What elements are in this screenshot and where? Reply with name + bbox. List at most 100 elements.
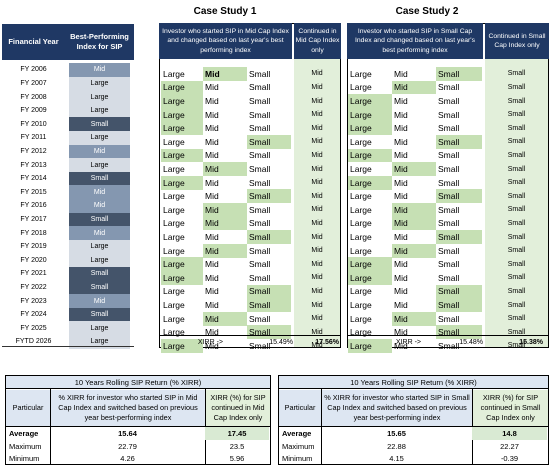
summary-1-header-main: % XIRR for investor who started SIP in M…	[51, 390, 205, 426]
case-continued-row: Small	[485, 339, 548, 353]
case-cell-small: Small	[436, 135, 482, 149]
case-continued-value: Small	[507, 138, 526, 146]
case-cell-large: Large	[161, 148, 203, 163]
case-cell-small: Small	[247, 135, 291, 149]
financial-year: FY 2013	[20, 161, 47, 169]
left-table-row: FY 2016 Mid	[2, 199, 134, 213]
case-study-2-xirr-label: XIRR ->	[395, 338, 421, 346]
left-table-row: FY 2014 Small	[2, 171, 134, 186]
financial-year: FY 2017	[20, 215, 47, 223]
financial-year: FY 2011	[20, 134, 47, 142]
case-row: Large Mid Small	[348, 135, 482, 149]
case-cell-small: Small	[438, 218, 460, 229]
summary-table-1	[5, 375, 271, 465]
best-index: Small	[69, 212, 130, 227]
case-study-2-xirr-row: XIRR -> 15.48% 15.38%	[347, 336, 549, 348]
case-study-1-xirr-divider	[159, 335, 341, 336]
summary-label: Maximum	[9, 441, 42, 451]
case-cell-mid: Mid	[394, 327, 408, 338]
case-continued-row: Mid	[294, 67, 340, 81]
case-cell-small: Small	[249, 177, 271, 188]
case-cell-large: Large	[350, 191, 372, 202]
case-row: Large Mid Small	[348, 339, 482, 353]
case-cell-small: Small	[249, 150, 271, 161]
case-cell-small: Small	[438, 150, 460, 161]
summary-v2: 22.27	[500, 441, 519, 451]
case-cell-mid: Mid	[392, 162, 436, 176]
left-table-header: Financial Year Best-Performing Index for…	[2, 24, 134, 60]
case-row: Large Mid Small	[348, 230, 482, 244]
case-cell-large: Large	[163, 313, 185, 324]
case-study-1-xirr-main: 15.49%	[269, 338, 293, 346]
case-cell-small: Small	[249, 109, 271, 120]
case-cell-mid: Mid	[394, 136, 408, 147]
case-continued-row: Small	[485, 325, 548, 339]
header-financial-year: Financial Year	[8, 37, 59, 46]
case-cell-mid: Mid	[392, 311, 436, 326]
summary-2-header-main: % XIRR for investor who started SIP in S…	[322, 390, 472, 426]
case-cell-mid: Mid	[394, 232, 408, 243]
summary-v2: 23.5	[229, 441, 245, 451]
case-cell-small: Small	[249, 313, 271, 324]
left-table-row: FY 2009 Large	[2, 103, 134, 118]
case-cell-small: Small	[438, 340, 460, 351]
case-continued-value: Mid	[311, 301, 323, 309]
case-cell-large: Large	[163, 245, 185, 256]
best-index: Mid	[69, 63, 130, 77]
case-cell-small: Small	[436, 189, 482, 204]
case-continued-value: Mid	[311, 274, 323, 282]
summary-label: Average	[9, 429, 39, 438]
case-continued-row: Mid	[294, 121, 340, 135]
summary-2-header-particular: Particular	[279, 390, 321, 426]
case-continued-row: Mid	[294, 325, 340, 339]
summary-v1: 4.15	[389, 454, 404, 463]
case-cell-small: Small	[436, 230, 482, 244]
case-row: Large Mid Small	[348, 107, 482, 122]
case-cell-large: Large	[163, 136, 185, 147]
case-cell-mid: Mid	[205, 96, 219, 107]
case-cell-small: Small	[249, 82, 271, 93]
left-table-row: FY 2020 Large	[2, 253, 134, 268]
case-continued-row: Mid	[294, 230, 340, 244]
case-cell-large: Large	[350, 245, 372, 256]
case-cell-mid: Mid	[205, 177, 219, 188]
case-cell-large: Large	[350, 300, 372, 311]
case-row: Large Mid Small	[161, 67, 291, 81]
case-cell-mid: Mid	[203, 162, 247, 176]
case-cell-large: Large	[350, 286, 372, 297]
case-cell-mid: Mid	[205, 340, 219, 351]
case-study-1-header: Investor who started SIP in Mid Cap Inde…	[159, 23, 292, 59]
case-cell-large: Large	[350, 313, 372, 324]
case-continued-row: Mid	[294, 189, 340, 203]
case-continued-row: Small	[485, 94, 548, 108]
case-continued-row: Mid	[294, 217, 340, 231]
case-cell-large: Large	[348, 121, 392, 136]
case-study-1-title: Case Study 1	[193, 6, 257, 17]
left-table-row: FY 2019 Large	[2, 239, 134, 254]
case-continued-value: Small	[507, 315, 526, 323]
case-row: Large Mid Small	[161, 135, 291, 149]
financial-year: FY 2015	[20, 188, 47, 196]
case-continued-value: Mid	[311, 328, 323, 336]
left-table-row: FY 2008 Large	[2, 90, 134, 104]
case-row: Large Mid Small	[161, 271, 291, 285]
case-cell-small: Small	[438, 259, 460, 270]
case-cell-mid: Mid	[205, 136, 219, 147]
case-cell-large: Large	[161, 121, 203, 136]
left-table-row: FY 2010 Small	[2, 117, 134, 132]
case-continued-row: Small	[485, 312, 548, 326]
case-continued-value: Small	[507, 328, 526, 336]
case-continued-value: Small	[507, 124, 526, 132]
case-row: Large Mid Small	[161, 230, 291, 244]
case-cell-large: Large	[348, 257, 392, 272]
case-cell-large: Large	[161, 94, 203, 108]
best-index: Large	[69, 90, 130, 104]
case-cell-small: Small	[247, 230, 291, 244]
case-continued-row: Small	[485, 121, 548, 135]
case-study-2-xirr-continued: 15.38%	[519, 338, 543, 346]
financial-year: FY 2012	[20, 147, 47, 155]
left-table-row: FYTD 2026 Large	[2, 335, 134, 349]
case-continued-value: Small	[507, 70, 526, 78]
summary-row: Average 15.64 17.45	[6, 427, 269, 440]
best-index: Large	[69, 253, 130, 268]
